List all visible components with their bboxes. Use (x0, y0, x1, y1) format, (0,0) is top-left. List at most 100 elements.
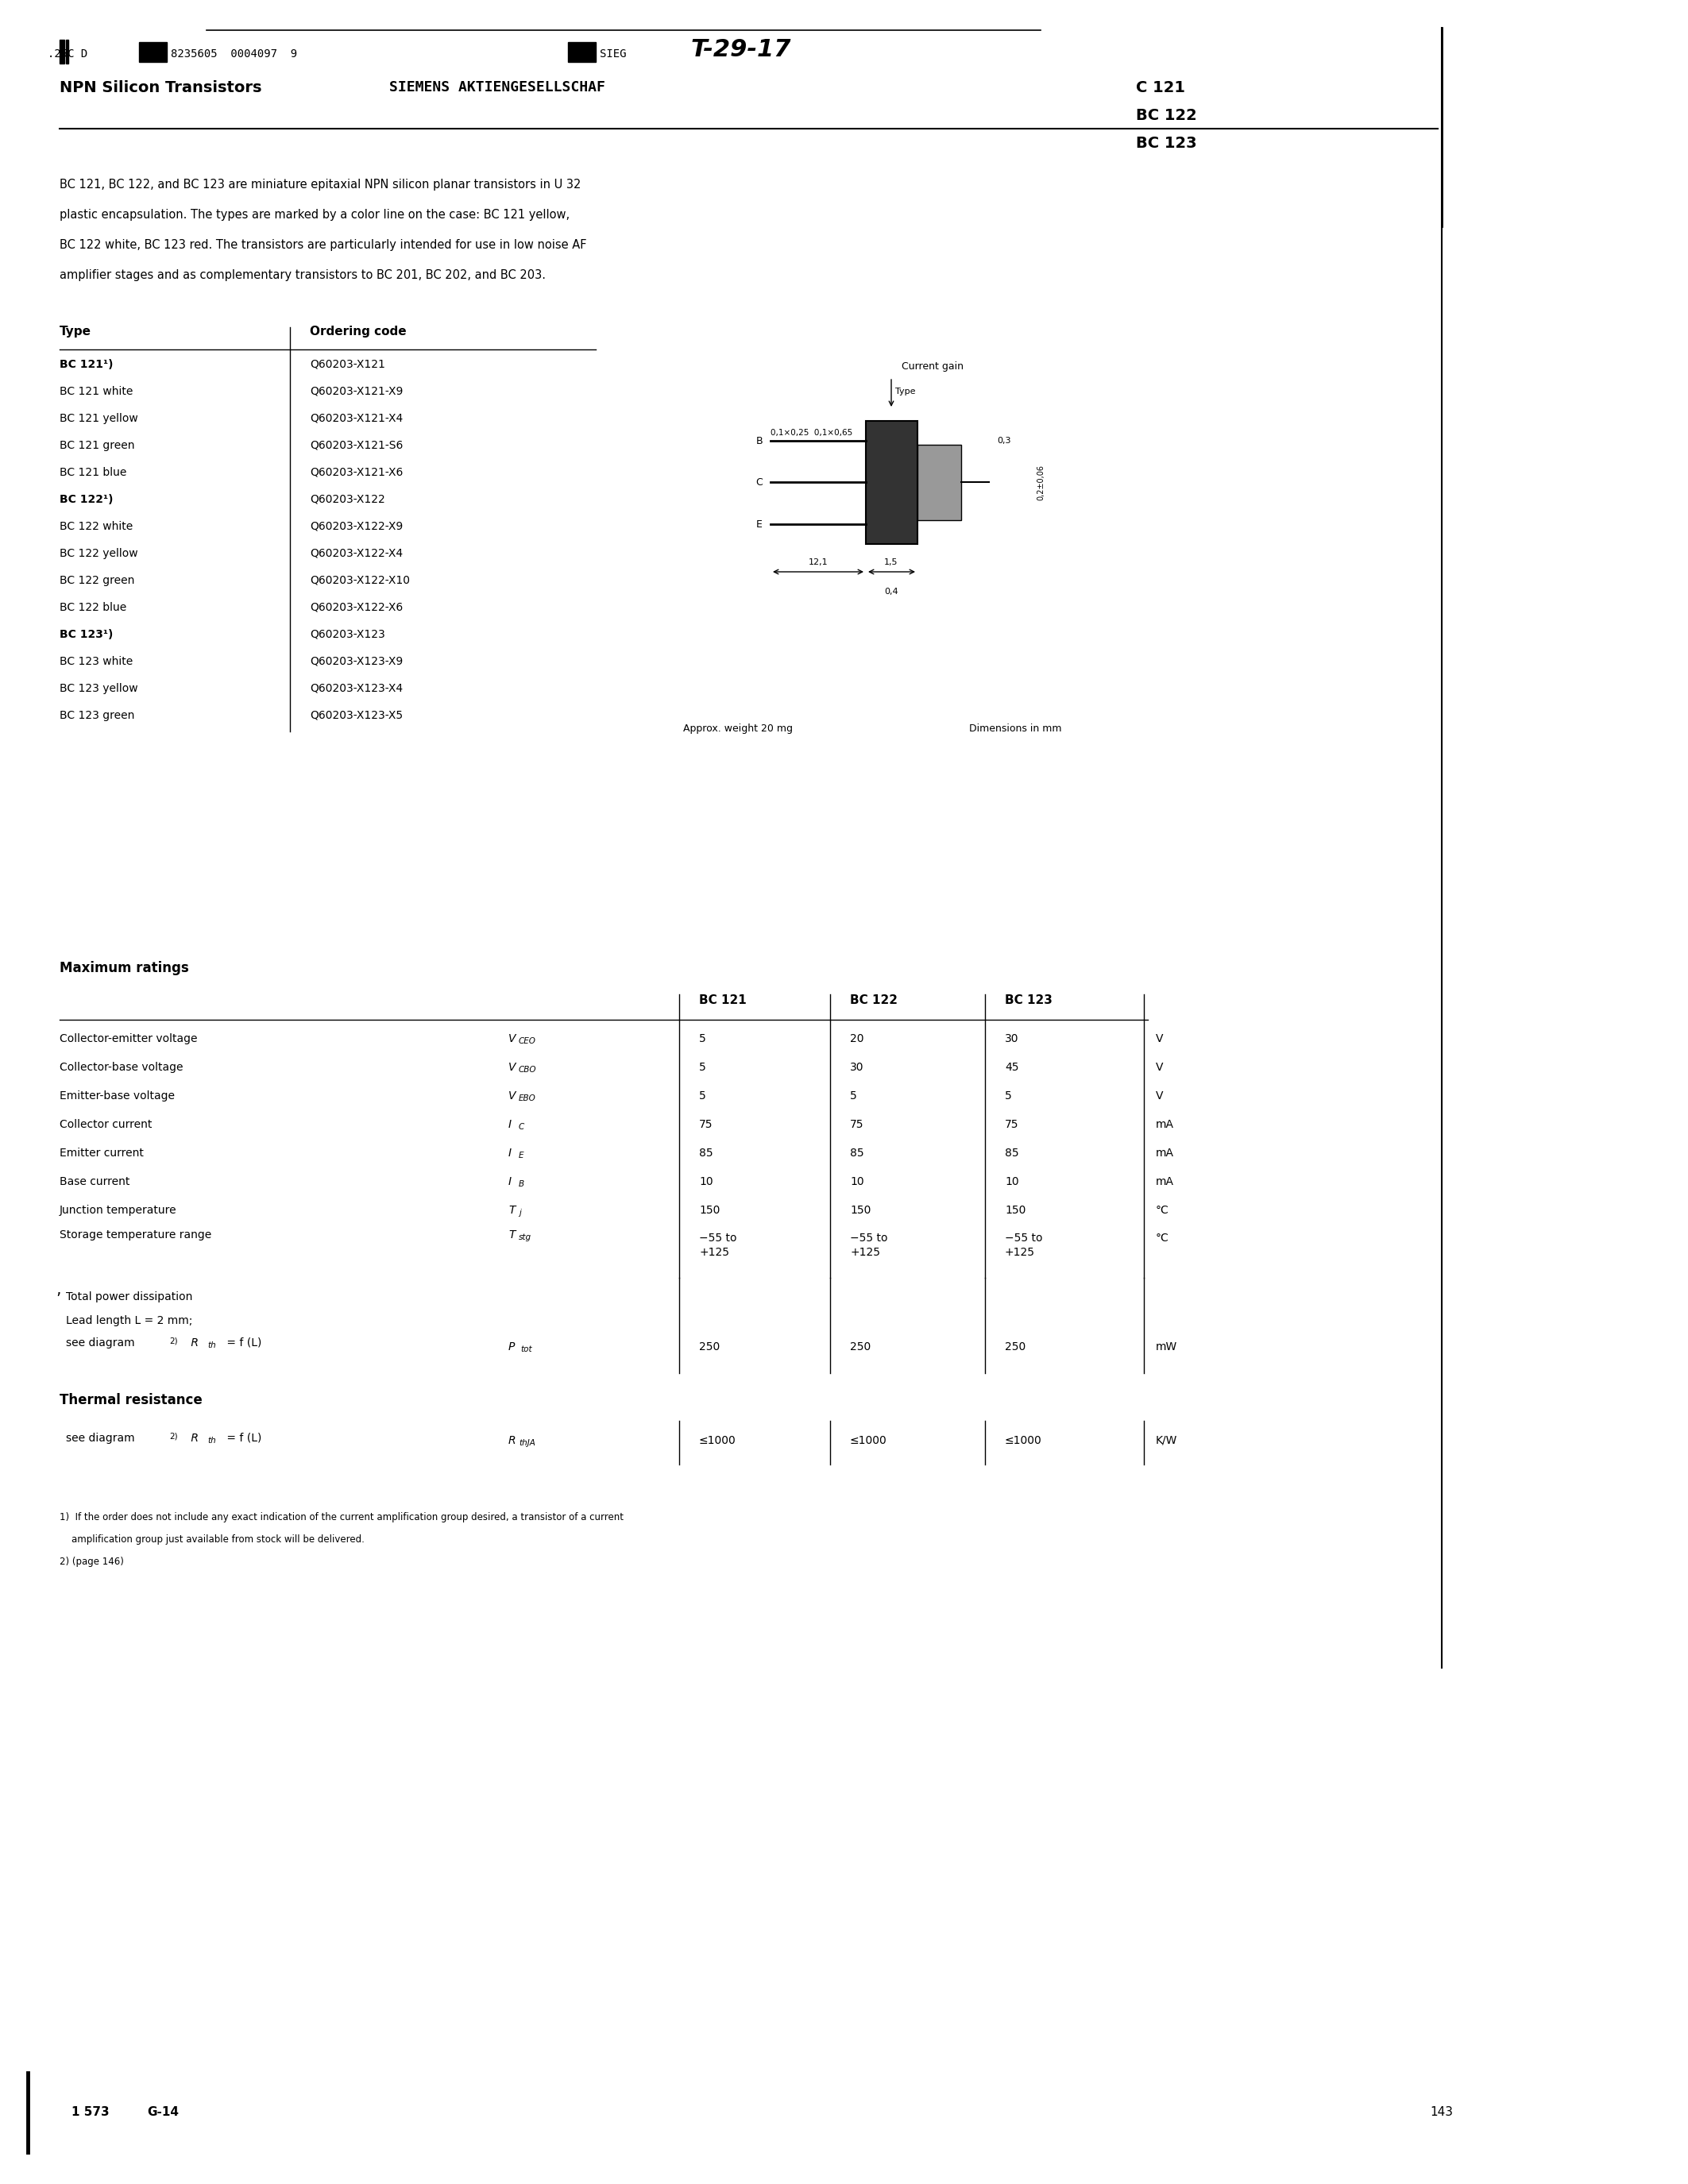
Text: amplification group just available from stock will be delivered.: amplification group just available from … (59, 1533, 365, 1544)
Bar (59, 39, 64, 63)
Text: 0,1×0,25  0,1×0,65: 0,1×0,25 0,1×0,65 (770, 428, 852, 437)
Text: BC 123: BC 123 (1136, 135, 1197, 151)
Text: 5: 5 (1004, 1090, 1011, 1101)
Text: °C: °C (1156, 1232, 1170, 1243)
Bar (918, 446, 960, 520)
Text: BC 121 blue: BC 121 blue (59, 467, 127, 478)
Text: C: C (518, 1123, 525, 1131)
Text: Q60203-X123-X5: Q60203-X123-X5 (311, 710, 403, 721)
Text: ’: ’ (56, 1291, 61, 1306)
Text: 150: 150 (1004, 1206, 1026, 1216)
Text: Approx. weight 20 mg: Approx. weight 20 mg (684, 723, 793, 734)
Text: Total power dissipation: Total power dissipation (66, 1291, 192, 1302)
Text: K/W: K/W (1156, 1435, 1178, 1446)
Text: Type: Type (59, 325, 91, 339)
Text: 85: 85 (699, 1149, 712, 1160)
Text: BC 121 white: BC 121 white (59, 387, 133, 397)
Text: Current gain: Current gain (901, 360, 964, 371)
Text: 45: 45 (1004, 1061, 1020, 1072)
Text: E: E (518, 1151, 523, 1160)
Text: I: I (508, 1149, 511, 1160)
Text: tot: tot (520, 1345, 532, 1354)
Text: ≤1000: ≤1000 (1004, 1435, 1041, 1446)
Text: I: I (508, 1118, 511, 1131)
Text: BC 122 blue: BC 122 blue (59, 603, 127, 614)
Text: Thermal resistance: Thermal resistance (59, 1393, 203, 1406)
Text: Q60203-X122-X6: Q60203-X122-X6 (311, 603, 403, 614)
Text: BC 122 white, BC 123 red. The transistors are particularly intended for use in l: BC 122 white, BC 123 red. The transistor… (59, 238, 587, 251)
Text: Q60203-X122: Q60203-X122 (311, 494, 385, 505)
Text: Collector-emitter voltage: Collector-emitter voltage (59, 1033, 197, 1044)
Text: Junction temperature: Junction temperature (59, 1206, 177, 1216)
Text: BC 122: BC 122 (1136, 107, 1197, 122)
Text: +125: +125 (1004, 1247, 1035, 1258)
Text: BC 121, BC 122, and BC 123 are miniature epitaxial NPN silicon planar transistor: BC 121, BC 122, and BC 123 are miniature… (59, 179, 581, 190)
Text: E: E (756, 520, 763, 529)
Text: 10: 10 (699, 1177, 712, 1188)
Text: BC 123¹): BC 123¹) (59, 629, 113, 640)
Text: +125: +125 (699, 1247, 729, 1258)
Text: mA: mA (1156, 1118, 1175, 1131)
Text: Maximum ratings: Maximum ratings (59, 961, 189, 976)
Text: C 121: C 121 (1136, 81, 1185, 94)
Text: Q60203-X121-X9: Q60203-X121-X9 (311, 387, 403, 397)
Text: 75: 75 (699, 1118, 712, 1131)
Text: BC 122: BC 122 (851, 994, 898, 1007)
Text: j: j (518, 1210, 522, 1216)
Text: Lead length L = 2 mm;: Lead length L = 2 mm; (66, 1315, 192, 1326)
Text: 2) (page 146): 2) (page 146) (59, 1557, 123, 1566)
Text: Storage temperature range: Storage temperature range (59, 1230, 211, 1241)
Text: Q60203-X121-S6: Q60203-X121-S6 (311, 439, 403, 450)
Text: BC 121 yellow: BC 121 yellow (59, 413, 138, 424)
Text: see diagram: see diagram (66, 1433, 135, 1444)
Text: Dimensions in mm: Dimensions in mm (969, 723, 1062, 734)
Text: ≤1000: ≤1000 (851, 1435, 888, 1446)
Text: 1)  If the order does not include any exact indication of the current amplificat: 1) If the order does not include any exa… (59, 1511, 623, 1522)
Text: T: T (508, 1206, 515, 1216)
Text: R: R (187, 1433, 199, 1444)
Text: G-14: G-14 (147, 2108, 179, 2118)
Text: B: B (518, 1179, 525, 1188)
Text: V: V (1156, 1090, 1163, 1101)
Text: 250: 250 (699, 1341, 719, 1352)
Text: ≤1000: ≤1000 (699, 1435, 736, 1446)
Text: Q60203-X121: Q60203-X121 (311, 358, 385, 369)
Text: 250: 250 (1004, 1341, 1026, 1352)
Text: mA: mA (1156, 1149, 1175, 1160)
Text: Q60203-X122-X10: Q60203-X122-X10 (311, 574, 410, 585)
Text: BC 122 green: BC 122 green (59, 574, 135, 585)
Text: Q60203-X121-X6: Q60203-X121-X6 (311, 467, 403, 478)
Text: −55 to: −55 to (699, 1232, 736, 1243)
Text: 143: 143 (1430, 2108, 1453, 2118)
Text: 75: 75 (1004, 1118, 1020, 1131)
Text: BC 122 yellow: BC 122 yellow (59, 548, 138, 559)
Text: +125: +125 (851, 1247, 879, 1258)
Text: I: I (508, 1177, 511, 1188)
Text: Type: Type (895, 387, 915, 395)
Text: 10: 10 (851, 1177, 864, 1188)
Text: 250: 250 (851, 1341, 871, 1352)
Text: 10: 10 (1004, 1177, 1020, 1188)
Text: BC 121 green: BC 121 green (59, 439, 135, 450)
Text: BC 122 white: BC 122 white (59, 520, 133, 533)
Text: th: th (208, 1437, 216, 1444)
Bar (567, 41, 596, 61)
Text: amplifier stages and as complementary transistors to BC 201, BC 202, and BC 203.: amplifier stages and as complementary tr… (59, 269, 545, 282)
Text: 0,2±0,06: 0,2±0,06 (1036, 465, 1045, 500)
Text: −55 to: −55 to (1004, 1232, 1043, 1243)
Text: BC 121¹): BC 121¹) (59, 358, 113, 369)
Text: Emitter-base voltage: Emitter-base voltage (59, 1090, 176, 1101)
Text: Base current: Base current (59, 1177, 130, 1188)
Text: BC 123 white: BC 123 white (59, 655, 133, 666)
Text: 150: 150 (699, 1206, 721, 1216)
Text: 85: 85 (851, 1149, 864, 1160)
Bar (66, 39, 68, 63)
Text: 8235605  0004097  9: 8235605 0004097 9 (170, 48, 297, 59)
Text: 20: 20 (851, 1033, 864, 1044)
Text: = f (L): = f (L) (223, 1337, 262, 1348)
Text: 1 573: 1 573 (71, 2108, 110, 2118)
Text: SIEMENS AKTIENGESELLSCHAF: SIEMENS AKTIENGESELLSCHAF (390, 81, 606, 94)
Text: Q60203-X123-X9: Q60203-X123-X9 (311, 655, 403, 666)
Text: °C: °C (1156, 1206, 1170, 1216)
Text: 5: 5 (851, 1090, 858, 1101)
